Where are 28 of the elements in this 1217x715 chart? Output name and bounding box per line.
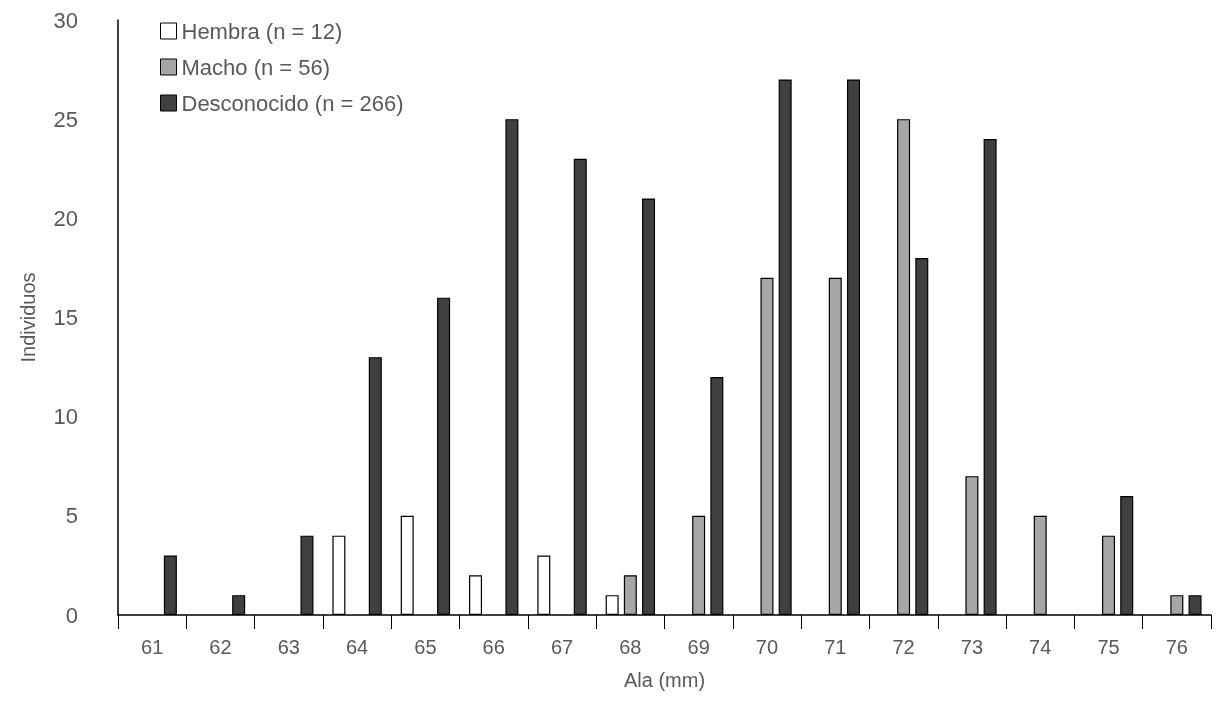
- x-tick-label: 70: [755, 636, 779, 658]
- x-tick-label: 62: [209, 636, 232, 658]
- x-tick-label: 74: [1029, 636, 1052, 658]
- legend-label: Desconocido (n = 266): [181, 90, 404, 116]
- x-tick-label: 64: [345, 636, 369, 658]
- x-tick-label: 63: [277, 636, 300, 658]
- y-tick-label: 0: [65, 602, 78, 628]
- y-tick-label: 5: [65, 503, 78, 529]
- x-tick-label: 72: [892, 636, 915, 658]
- y-tick-label: 15: [53, 305, 78, 330]
- x-tick-label: 68: [619, 636, 642, 658]
- x-axis-title: Ala (mm): [623, 669, 706, 691]
- x-tick-label: 76: [1165, 636, 1188, 658]
- y-tick-label: 10: [53, 404, 78, 430]
- y-tick-label: 30: [53, 7, 78, 33]
- x-tick-label: 73: [960, 636, 984, 658]
- x-tick-label: 71: [824, 636, 847, 658]
- y-tick-label: 25: [53, 106, 78, 132]
- x-tick-label: 75: [1097, 636, 1120, 658]
- legend-label: Macho (n = 56): [181, 54, 331, 80]
- legend-label: Hembra (n = 12): [181, 18, 343, 44]
- y-tick-label: 20: [53, 205, 78, 231]
- x-tick-label: 61: [141, 636, 164, 658]
- x-tick-label: 65: [414, 636, 437, 658]
- x-tick-label: 67: [550, 636, 574, 658]
- x-tick-label: 69: [687, 636, 710, 658]
- y-axis-title: Individuos: [17, 272, 39, 363]
- x-tick-label: 66: [482, 636, 505, 658]
